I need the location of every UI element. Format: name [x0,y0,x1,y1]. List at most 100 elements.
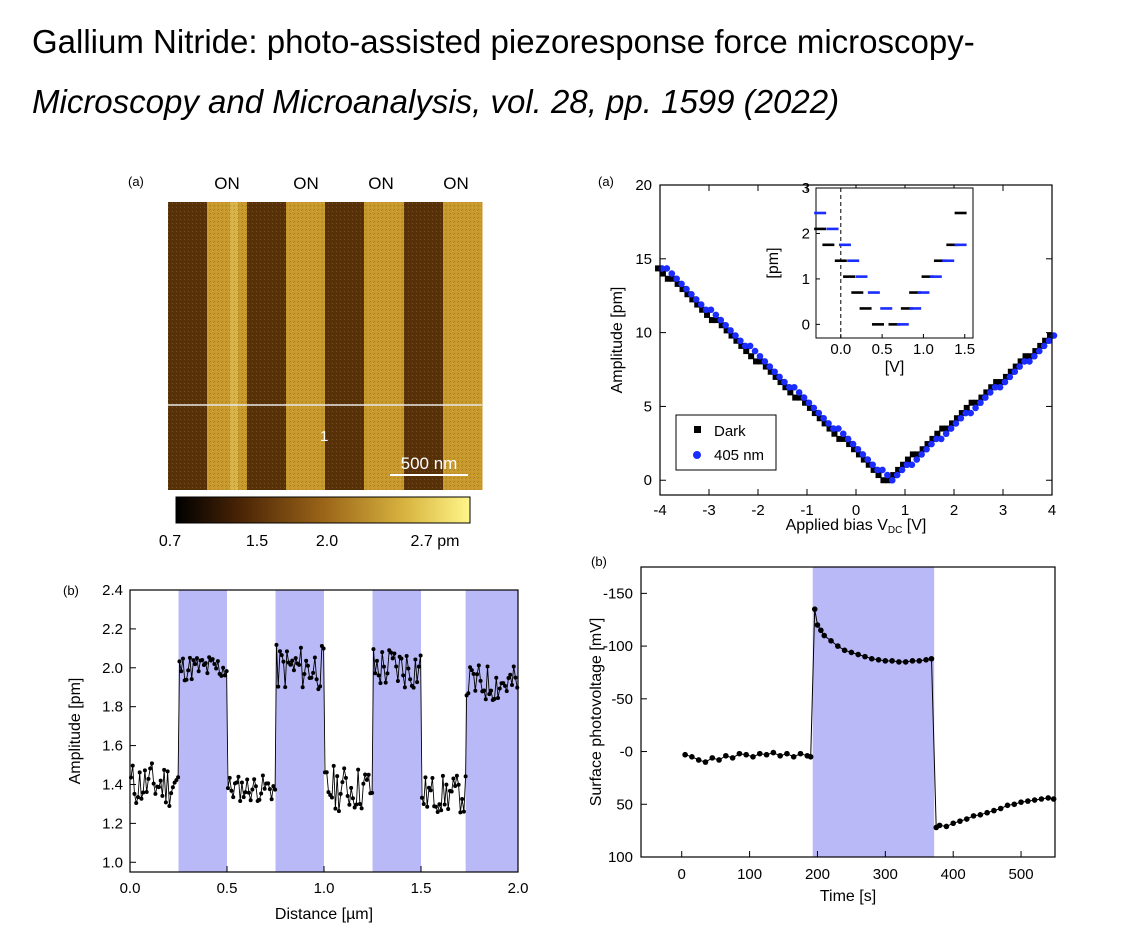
data-point [167,804,172,809]
data-point [655,265,662,272]
x-tick-label: 300 [873,866,898,883]
data-point [1050,796,1057,802]
on-label: ON [293,174,319,193]
y-tick-label: 20 [635,177,652,194]
data-point [862,653,868,660]
legend: Dark 405 nm [675,414,777,471]
x-tick-label: -3 [702,502,715,519]
x-tick-label: 0 [852,502,860,519]
data-point [937,435,945,443]
data-point [496,696,501,701]
data-point [848,649,855,656]
y-tick-label: -100 [603,638,633,655]
data-point [777,752,783,759]
data-point [977,812,984,818]
y-tick-label: 50 [616,796,633,813]
data-point [221,665,226,670]
data-point [428,788,433,793]
data-point [830,425,837,432]
data-point [184,677,189,682]
data-point [471,671,476,676]
data-point [967,409,974,417]
data-point [839,430,847,438]
data-point [977,399,984,407]
data-point [1025,798,1031,804]
data-point [329,795,334,800]
data-point [828,638,834,644]
data-point [695,757,702,763]
data-point [297,662,302,667]
y-tick-label: 1.8 [102,699,123,716]
data-point [509,683,514,688]
data-point [953,415,960,422]
series-405nm [658,265,1058,484]
data-point [717,316,725,324]
data-point [766,363,774,370]
data-point [333,806,338,811]
data-point [1016,363,1023,370]
data-point [503,683,508,688]
data-point [673,275,680,283]
data-point [378,681,383,686]
data-point [246,790,251,795]
data-point [349,785,354,790]
data-point [418,653,423,658]
data-point [820,414,827,422]
spv-series [682,606,1057,831]
data-point [205,671,210,676]
data-point [260,773,265,778]
data-point [777,379,784,386]
data-point [864,456,872,463]
inset-frame [815,187,974,339]
series-dark [655,265,1054,484]
data-point [449,789,454,794]
data-point [944,425,951,432]
x-tick-label: 4 [1048,502,1056,519]
data-point [1035,347,1043,355]
data-point [762,363,769,370]
data-point [682,751,688,758]
x-tick-label: 100 [737,866,762,883]
data-point [771,368,778,376]
surface-photovoltage-chart: (b) 0 100 200 300 400 500 -150 -100 -50 -0 50 100 Tim… [588,554,1057,905]
data-point [446,807,451,812]
colorbar [175,496,471,524]
data-point [463,774,468,779]
data-point [191,658,196,663]
data-point [991,807,997,814]
data-point [689,296,696,303]
data-point [767,368,774,375]
data-point [321,646,326,651]
data-point [934,430,941,437]
data-point [326,790,331,795]
data-point [444,782,449,787]
data-point [151,781,156,786]
data-point [997,805,1004,812]
data-point [841,435,848,442]
illuminated-region [812,567,935,857]
profile-line-label: 1 [320,428,328,445]
data-point [1031,352,1038,360]
on-label: ON [214,174,240,193]
data-point [290,658,295,663]
data-point [478,678,483,683]
x-tick-label: 2.0 [508,880,529,897]
x-tick-label: 0.5 [217,880,238,897]
data-point [743,348,750,355]
data-point [699,306,706,313]
data-point [271,784,276,789]
x-axis-label: Distance [µm] [275,906,373,923]
data-point [357,801,362,806]
data-point [814,622,821,628]
data-point [408,677,413,682]
data-point [702,306,710,314]
data-point [515,685,520,690]
data-point [435,810,440,815]
data-point [456,782,461,787]
data-point [903,461,911,469]
data-point [811,606,818,612]
y-tick-label: 0 [644,472,652,489]
data-point [227,775,232,780]
inset-series-405nm [814,211,967,326]
data-point [312,655,317,660]
